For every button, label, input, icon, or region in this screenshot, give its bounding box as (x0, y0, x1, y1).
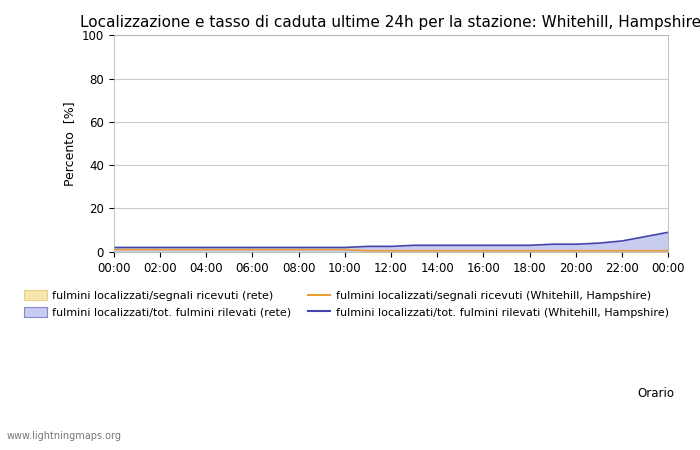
Title: Localizzazione e tasso di caduta ultime 24h per la stazione: Whitehill, Hampshir: Localizzazione e tasso di caduta ultime … (80, 15, 700, 30)
Text: www.lightningmaps.org: www.lightningmaps.org (7, 431, 122, 441)
Legend: fulmini localizzati/segnali ricevuti (rete), fulmini localizzati/tot. fulmini ri: fulmini localizzati/segnali ricevuti (re… (20, 286, 673, 322)
Y-axis label: Percento  [%]: Percento [%] (63, 101, 76, 186)
Text: Orario: Orario (637, 387, 674, 400)
